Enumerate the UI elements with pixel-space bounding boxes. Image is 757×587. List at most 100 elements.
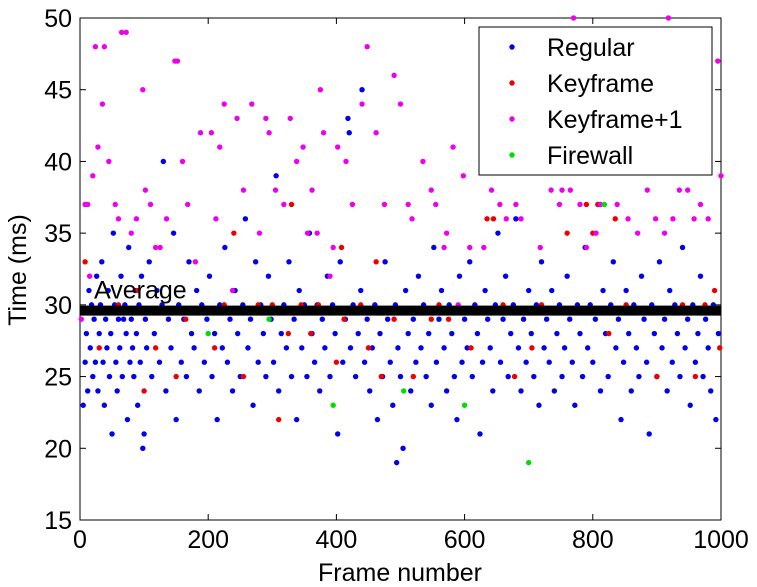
keyframe-point bbox=[490, 216, 497, 222]
regular-point bbox=[188, 330, 195, 337]
regular-point bbox=[623, 287, 629, 294]
keyframe-1-point bbox=[234, 115, 240, 122]
keyframe-point bbox=[445, 316, 452, 322]
legend-label: Keyframe+1 bbox=[547, 106, 683, 134]
regular-point bbox=[260, 330, 267, 337]
regular-point bbox=[569, 359, 575, 365]
keyframe-1-point bbox=[229, 287, 236, 294]
regular-point bbox=[620, 359, 627, 365]
regular-point bbox=[149, 373, 155, 380]
regular-point bbox=[276, 388, 282, 394]
keyframe-1-point bbox=[147, 201, 154, 208]
keyframe-1-point bbox=[174, 58, 181, 64]
regular-point bbox=[334, 431, 341, 437]
regular-point bbox=[661, 316, 668, 322]
regular-point bbox=[270, 359, 277, 365]
y-tick-label: 40 bbox=[44, 148, 72, 176]
regular-point bbox=[625, 330, 632, 337]
firewall-point bbox=[601, 201, 608, 208]
keyframe-point bbox=[428, 316, 434, 322]
regular-point bbox=[183, 373, 190, 380]
regular-point bbox=[245, 345, 251, 351]
keyframe-1-point bbox=[163, 216, 170, 222]
regular-point bbox=[415, 273, 422, 279]
regular-point bbox=[345, 115, 351, 122]
regular-point bbox=[618, 416, 624, 423]
keyframe-1-point bbox=[221, 101, 227, 107]
regular-point bbox=[332, 330, 338, 337]
regular-point bbox=[91, 316, 97, 322]
keyframe-1-point bbox=[314, 230, 320, 236]
regular-point bbox=[133, 330, 140, 337]
regular-point bbox=[263, 373, 269, 380]
regular-point bbox=[500, 316, 506, 322]
firewall-point bbox=[401, 388, 407, 394]
regular-point bbox=[490, 388, 496, 394]
regular-point bbox=[359, 87, 365, 93]
regular-point bbox=[413, 359, 419, 365]
keyframe-point bbox=[276, 416, 282, 423]
regular-point bbox=[628, 388, 634, 394]
keyframe-1-point bbox=[213, 216, 219, 222]
regular-point bbox=[90, 373, 96, 380]
keyframe-1-point bbox=[652, 216, 659, 222]
regular-point bbox=[178, 359, 184, 365]
regular-point bbox=[367, 388, 373, 394]
regular-point bbox=[561, 345, 568, 351]
keyframe-1-point bbox=[133, 216, 140, 222]
keyframe-point bbox=[134, 287, 141, 294]
regular-point bbox=[156, 359, 163, 365]
keyframe-1-point bbox=[556, 201, 563, 208]
keyframe-1-point bbox=[364, 43, 370, 50]
regular-point bbox=[697, 273, 704, 279]
keyframe-point bbox=[583, 201, 590, 208]
keyframe-1-point bbox=[661, 230, 668, 236]
regular-point bbox=[577, 330, 583, 337]
regular-point bbox=[95, 388, 101, 394]
keyframe-1-point bbox=[249, 101, 255, 107]
keyframe-point bbox=[365, 345, 372, 351]
regular-point bbox=[319, 316, 325, 322]
keyframe-point bbox=[141, 388, 147, 394]
regular-point bbox=[477, 431, 483, 437]
regular-point bbox=[146, 259, 152, 265]
keyframe-1-point bbox=[118, 29, 125, 36]
keyframe-1-point bbox=[320, 130, 327, 136]
keyframe-1-point bbox=[670, 216, 676, 222]
regular-point bbox=[143, 345, 150, 351]
regular-point bbox=[543, 316, 550, 322]
keyframe-1-point bbox=[513, 201, 519, 208]
legend-marker bbox=[509, 152, 515, 158]
x-tick-label: 0 bbox=[73, 526, 87, 554]
regular-point bbox=[196, 388, 202, 394]
keyframe-1-point bbox=[373, 130, 379, 136]
regular-point bbox=[322, 345, 328, 351]
regular-point bbox=[382, 259, 388, 265]
regular-point bbox=[679, 244, 686, 251]
regular-point bbox=[173, 416, 179, 423]
regular-point bbox=[669, 359, 675, 365]
regular-point bbox=[355, 330, 361, 337]
keyframe-1-point bbox=[450, 144, 456, 150]
keyframe-1-point bbox=[420, 158, 426, 165]
regular-point bbox=[110, 230, 117, 236]
regular-point bbox=[358, 287, 364, 294]
regular-point bbox=[219, 345, 226, 351]
keyframe-1-point bbox=[705, 216, 711, 222]
legend-label: Regular bbox=[547, 34, 635, 62]
keyframe-1-point bbox=[676, 187, 683, 193]
keyframe-1-point bbox=[330, 244, 336, 251]
keyframe-1-point bbox=[684, 187, 691, 193]
regular-point bbox=[361, 359, 368, 365]
regular-point bbox=[124, 416, 131, 423]
regular-point bbox=[520, 316, 527, 322]
regular-point bbox=[170, 230, 177, 236]
keyframe-1-point bbox=[567, 187, 574, 193]
keyframe-1-point bbox=[433, 201, 439, 208]
keyframe-point bbox=[173, 373, 179, 380]
regular-point bbox=[127, 359, 133, 365]
regular-point bbox=[387, 359, 393, 365]
regular-point bbox=[273, 173, 279, 179]
regular-point bbox=[400, 445, 406, 451]
legend-label: Keyframe bbox=[547, 70, 654, 98]
